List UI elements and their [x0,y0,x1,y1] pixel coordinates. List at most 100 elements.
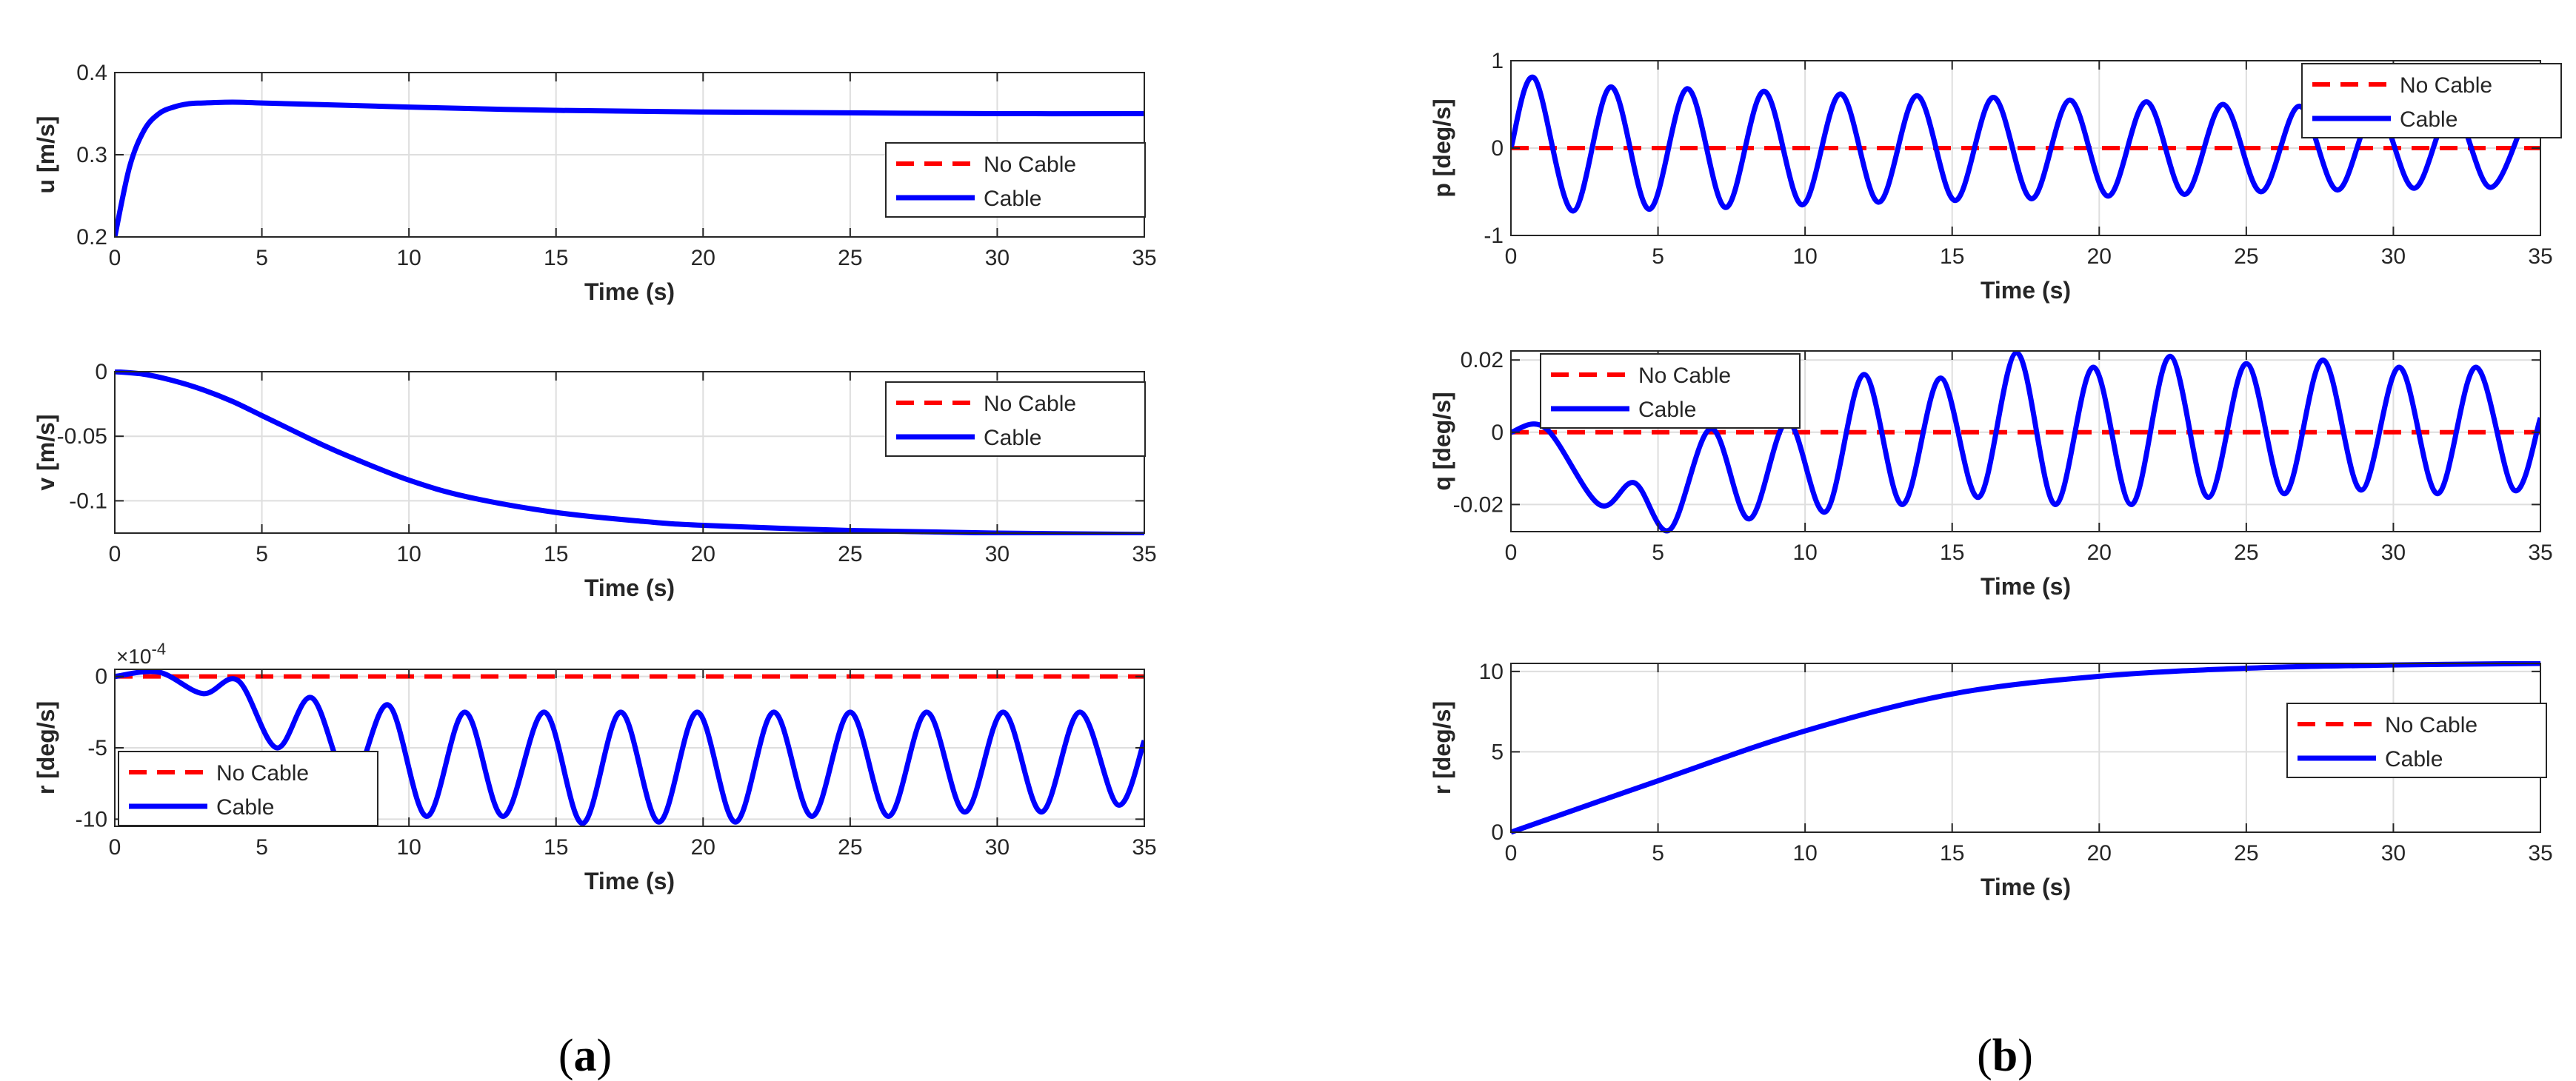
caption-a: (a) [541,1033,630,1079]
legend-label-cable: Cable [2400,107,2457,132]
x-tick-label: 25 [2234,244,2258,269]
y-tick-label: 5 [1491,740,1504,764]
y-tick-label: -1 [1484,224,1504,248]
x-tick-label: 15 [544,542,568,566]
legend: No Cable Cable [885,381,1146,457]
legend: No Cable Cable [1540,353,1801,429]
legend-box [2301,63,2562,138]
x-tick-label: 10 [396,246,421,270]
x-tick-label: 25 [2234,841,2258,866]
caption-a-open: ( [558,1031,574,1081]
x-tick-label: 15 [1940,841,1964,866]
x-tick-label: 20 [2087,244,2112,269]
legend-label-no-cable: No Cable [984,392,1076,416]
x-tick-label: 35 [1132,542,1156,566]
legend-label-no-cable: No Cable [1638,364,1731,388]
x-tick-label: 30 [985,542,1010,566]
y-exponent-label: ×10-4 [116,640,166,668]
x-tick-label: 0 [1505,841,1518,866]
y-axis-label: u [m/s] [33,116,59,194]
x-tick-label: 30 [985,835,1010,860]
y-axis-label: q [deg/s] [1429,392,1455,490]
x-tick-label: 20 [691,542,715,566]
legend-box [2286,703,2547,778]
x-tick-label: 10 [1792,244,1817,269]
x-tick-label: 0 [109,835,121,860]
legend-label-cable: Cable [2385,747,2443,772]
y-tick-label: 0 [1491,421,1504,445]
legend-box [885,142,1146,218]
x-tick-label: 25 [2234,540,2258,565]
x-tick-label: 10 [396,835,421,860]
caption-b-letter: b [1992,1031,2018,1081]
y-tick-label: 0.2 [76,225,107,250]
y-tick-label: 0 [1491,820,1504,845]
legend-box [885,381,1146,457]
x-tick-label: 10 [1792,540,1817,565]
x-tick-label: 0 [1505,540,1518,565]
x-axis-label: Time (s) [1981,874,2071,900]
chart-6: 0 5 10 15 20 25 30 35 10 5 0 Time (s) r [deg/s] No Ca… [1429,660,2553,900]
caption-a-close: ) [596,1031,613,1081]
x-tick-label: 30 [2381,244,2406,269]
y-axis-label: v [m/s] [33,414,59,490]
caption-a-letter: a [573,1031,597,1081]
y-tick-label: 0.3 [76,143,107,167]
x-tick-label: 20 [2087,540,2112,565]
legend-label-no-cable: No Cable [984,153,1076,177]
axes-box [1510,350,2541,532]
x-tick-label: 25 [838,542,862,566]
y-axis-label: r [deg/s] [1429,701,1455,794]
chart-3: 0 5 10 15 20 25 30 35 0 -5 -10 ×10-4 Time (s) r [deg/… [33,640,1157,894]
legend-label-cable: Cable [1638,398,1696,422]
y-tick-label: 0.4 [76,61,107,85]
x-tick-label: 15 [1940,244,1964,269]
x-tick-label: 5 [256,246,268,270]
x-tick-label: 5 [1652,841,1664,866]
x-tick-label: 0 [109,246,121,270]
series-line-cable [1511,349,2540,534]
x-tick-label: 15 [1940,540,1964,565]
x-tick-label: 20 [691,246,715,270]
x-tick-label: 10 [1792,841,1817,866]
x-axis-label: Time (s) [584,575,675,601]
legend-box [118,751,378,826]
y-axis-label: p [deg/s] [1429,98,1455,197]
x-axis-label: Time (s) [584,868,675,894]
y-tick-label: 0 [1491,136,1504,161]
x-tick-label: 30 [2381,540,2406,565]
x-tick-label: 5 [256,542,268,566]
x-tick-label: 15 [544,835,568,860]
x-tick-label: 35 [1132,835,1156,860]
caption-b-close: ) [2018,1031,2033,1081]
x-tick-label: 0 [109,542,121,566]
y-tick-label: -0.02 [1453,492,1504,517]
legend-label-no-cable: No Cable [2385,713,2477,737]
legend: No Cable Cable [885,142,1146,218]
y-tick-label: 1 [1491,49,1504,73]
y-tick-label: 0.02 [1461,348,1504,372]
x-tick-label: 30 [2381,841,2406,866]
legend: No Cable Cable [118,751,378,826]
y-tick-label: 10 [1479,660,1504,684]
chart-1: 0 5 10 15 20 25 30 35 0.2 0.3 0.4 Time (s) u [m/s] No… [33,61,1157,305]
legend-label-no-cable: No Cable [216,761,309,786]
x-tick-label: 15 [544,246,568,270]
y-tick-label: 0 [95,360,107,384]
x-tick-label: 35 [2528,244,2552,269]
x-tick-label: 10 [396,542,421,566]
legend: No Cable Cable [2286,703,2547,778]
legend-label-cable: Cable [984,426,1041,450]
x-tick-label: 25 [838,246,862,270]
series-line-cable [1511,661,2540,834]
series-line-cable [115,99,1144,238]
y-axis-label: r [deg/s] [33,701,59,794]
x-tick-label: 5 [1652,244,1664,269]
x-tick-label: 20 [2087,841,2112,866]
x-tick-label: 25 [838,835,862,860]
y-tick-label: -0.1 [69,489,107,513]
x-axis-label: Time (s) [1981,573,2071,600]
x-tick-label: 20 [691,835,715,860]
